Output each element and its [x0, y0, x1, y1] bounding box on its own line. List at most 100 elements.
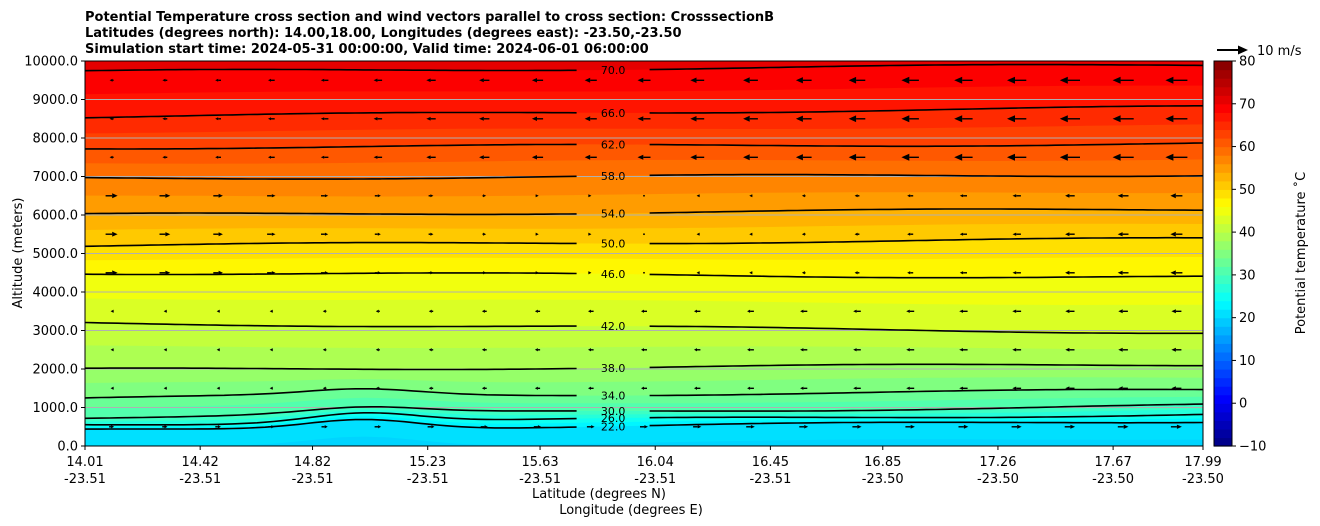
wind-vector: [959, 194, 967, 198]
wind-vector: [531, 155, 544, 160]
wind-vector: [267, 271, 276, 275]
wind-vector: [901, 153, 919, 161]
contour-line: [85, 68, 577, 72]
colorbar-segment: [1214, 155, 1232, 165]
wind-vector: [322, 309, 327, 313]
wind-vector: [907, 232, 914, 236]
contour-line: [85, 367, 577, 371]
wind-vector: [1012, 232, 1021, 236]
wind-vector: [1165, 115, 1188, 123]
wind-vector: [743, 77, 758, 84]
wind-vector: [215, 425, 221, 429]
wind-vector: [1112, 76, 1134, 84]
wind-vector: [1171, 386, 1182, 391]
wind-vector: [1065, 309, 1075, 314]
wind-vector: [800, 386, 808, 390]
wind-vector: [1112, 153, 1134, 161]
colorbar-segment: [1214, 386, 1232, 396]
contour-label: 42.0: [601, 320, 626, 333]
x-tick-label-lat: 14.01: [66, 455, 103, 470]
x-tick-label-lat: 14.82: [294, 455, 331, 470]
colorbar-tick-label: 50: [1239, 183, 1256, 198]
wind-vector: [906, 309, 915, 313]
x-tick-label-lat: 15.23: [409, 455, 446, 470]
wind-vector: [588, 309, 594, 313]
wind-vector: [588, 348, 594, 352]
wind-vector: [1012, 386, 1022, 390]
wind-vector: [481, 348, 487, 352]
x-axis-label-longitude: Longitude (degrees E): [559, 503, 703, 518]
wind-vector: [749, 271, 753, 275]
contour-label: 54.0: [601, 208, 626, 221]
colorbar-segment: [1214, 138, 1232, 148]
contour-line: [85, 388, 577, 399]
wind-vector: [321, 425, 328, 429]
colorbar-tick-label: 80: [1239, 55, 1256, 70]
wind-vector: [426, 155, 436, 160]
colorbar-segment: [1214, 300, 1232, 310]
colorbar-segment: [1214, 189, 1232, 199]
y-tick-label: 1000.0: [33, 401, 79, 416]
wind-vector: [853, 348, 861, 352]
wind-vector: [479, 155, 490, 160]
wind-vector: [269, 309, 273, 313]
contour-label: 22.0: [601, 420, 626, 433]
wind-vector: [1059, 115, 1080, 123]
wind-vector: [374, 232, 381, 236]
x-tick-label-lon: -23.51: [519, 472, 561, 487]
colorbar-segment: [1214, 428, 1232, 439]
wind-vector: [1012, 348, 1022, 352]
wind-vector: [640, 425, 648, 429]
wind-vector: [1007, 76, 1027, 84]
wind-vector: [696, 271, 700, 275]
contour-line: [649, 105, 1203, 114]
temperature-band: [85, 61, 1203, 71]
colorbar-tick-label: 30: [1239, 268, 1256, 283]
wind-vector: [747, 386, 754, 390]
contour-line: [85, 321, 577, 328]
colorbar-frame: [1213, 60, 1233, 447]
wind-vector: [481, 309, 487, 313]
wind-vector: [795, 115, 812, 122]
wind-vector: [690, 154, 705, 160]
wind-vector: [1012, 271, 1021, 275]
wind-vector: [480, 425, 488, 429]
contour-line: [649, 142, 1203, 148]
wind-vector: [110, 348, 114, 352]
wind-vector: [641, 348, 647, 352]
wind-vector: [954, 153, 973, 161]
wind-vector: [375, 386, 380, 390]
wind-vector: [215, 117, 221, 121]
wind-vector: [163, 309, 167, 313]
wind-vector: [268, 78, 275, 82]
colorbar-segment: [1214, 146, 1232, 156]
wind-vector: [854, 194, 860, 198]
wind-vector: [1171, 347, 1182, 352]
wind-vector: [481, 386, 487, 390]
wind-vector: [215, 155, 221, 159]
colorbar-segment: [1214, 411, 1232, 421]
colorbar-segment: [1214, 343, 1232, 353]
wind-vector: [747, 309, 754, 313]
wind-vector: [1170, 270, 1183, 276]
x-tick-label-lon: -23.50: [862, 472, 904, 487]
colorbar-segment: [1214, 120, 1232, 131]
colorbar-segment: [1214, 369, 1232, 379]
wind-vector: [159, 232, 171, 237]
contour-label: 34.0: [601, 390, 626, 403]
colorbar-tick-label: 10: [1239, 354, 1256, 369]
wind-vector: [1170, 424, 1182, 429]
wind-vector: [267, 232, 276, 236]
wind-vector: [213, 270, 223, 275]
wind-vector: [1118, 386, 1128, 391]
colorbar-ticks: −10 0 10 20 30 40 50 60 70 80: [1232, 55, 1266, 455]
wind-vector: [1117, 270, 1129, 275]
wind-vector: [426, 78, 436, 83]
contour-label: 30.0: [601, 405, 626, 418]
wind-vector: [694, 348, 701, 352]
wind-vector: [588, 232, 592, 236]
wind-vector: [1059, 153, 1080, 161]
wind-vector: [584, 116, 597, 122]
wind-vector: [163, 386, 167, 390]
wind-vector: [162, 155, 168, 159]
